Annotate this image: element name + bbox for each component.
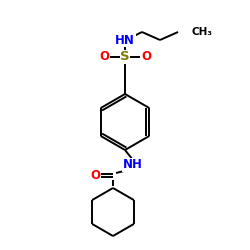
Text: NH: NH <box>123 158 143 172</box>
Text: S: S <box>120 50 130 64</box>
Text: O: O <box>141 50 151 64</box>
Text: O: O <box>99 50 109 64</box>
Text: CH₃: CH₃ <box>192 27 213 37</box>
Text: HN: HN <box>115 34 135 46</box>
Text: O: O <box>90 169 100 182</box>
